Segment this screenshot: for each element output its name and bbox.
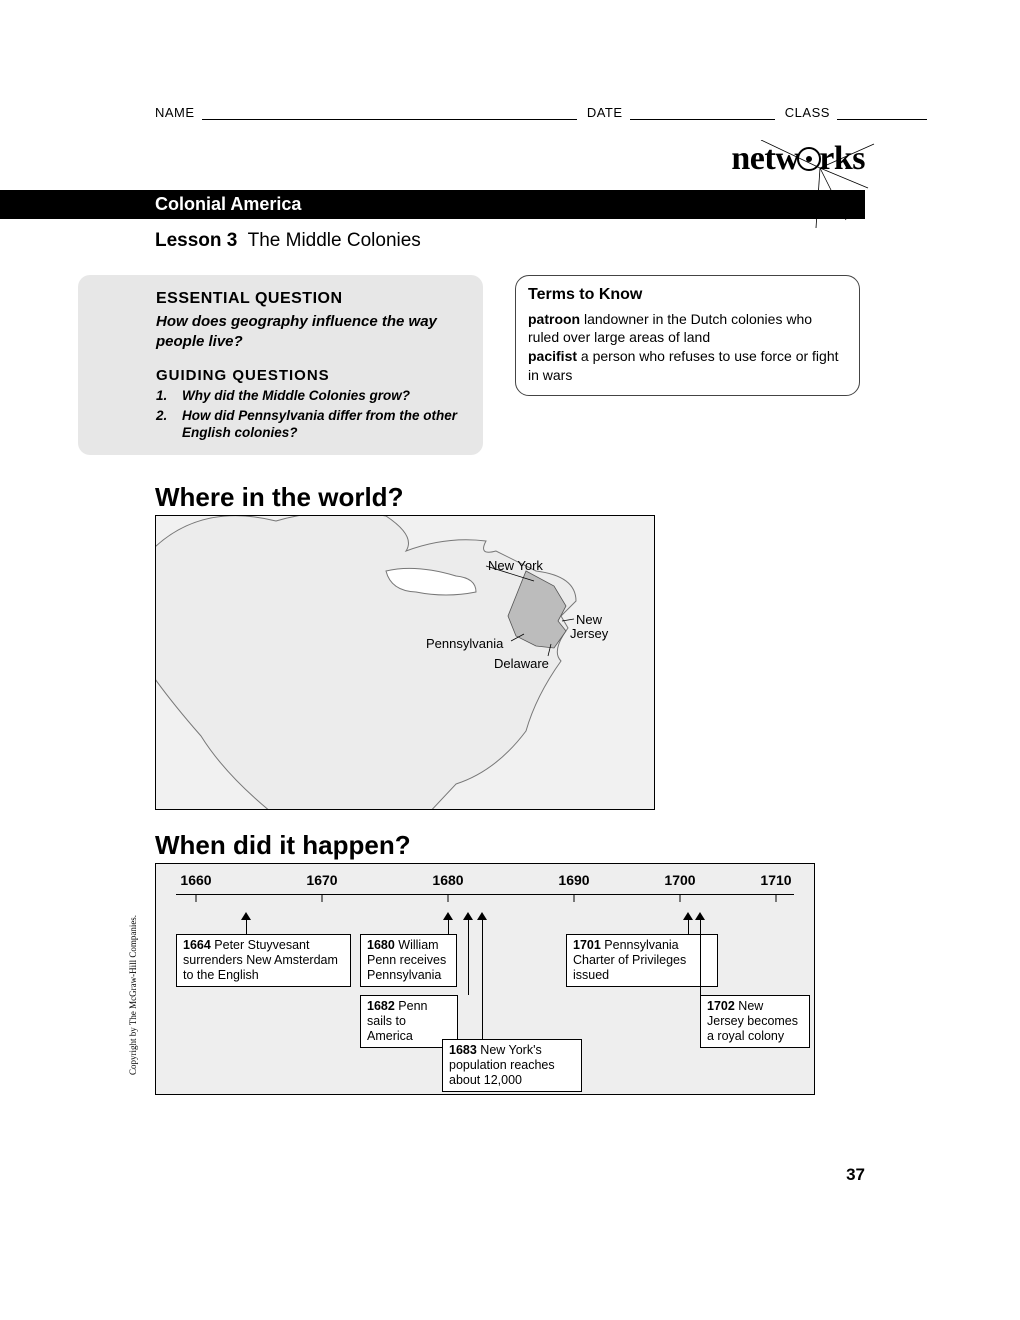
questions-box: ESSENTIAL QUESTION How does geography in… xyxy=(78,275,483,455)
timeline-event-year: 1683 xyxy=(449,1043,477,1057)
timeline-event: 1680 William Penn receives Pennsylvania xyxy=(360,934,457,987)
timeline-event-year: 1702 xyxy=(707,999,735,1013)
networks-logo: netwrks xyxy=(731,140,865,178)
term-entry: pacifist a person who refuses to use for… xyxy=(528,347,847,385)
timeline-connector xyxy=(700,920,701,995)
chapter-title-bar: Colonial America xyxy=(0,190,865,219)
timeline-year: 1690 xyxy=(558,872,589,888)
essential-question-heading: ESSENTIAL QUESTION xyxy=(156,290,463,308)
map-label: Pennsylvania xyxy=(426,636,503,651)
timeline-tick xyxy=(448,894,449,902)
timeline-event: 1664 Peter Stuyvesant surrenders New Ams… xyxy=(176,934,351,987)
timeline-event-year: 1664 xyxy=(183,938,211,952)
name-label: NAME xyxy=(155,105,195,120)
timeline-arrow-icon xyxy=(241,912,251,920)
timeline-connector xyxy=(468,920,469,995)
class-label: CLASS xyxy=(785,105,830,120)
timeline-year: 1710 xyxy=(760,872,791,888)
timeline-year: 1680 xyxy=(432,872,463,888)
logo-text-right: rks xyxy=(819,140,865,177)
timeline-arrow-icon xyxy=(683,912,693,920)
map-box: New York New Jersey Pennsylvania Delawar… xyxy=(155,515,655,810)
timeline-arrow-icon xyxy=(695,912,705,920)
guiding-question-text: Why did the Middle Colonies grow? xyxy=(182,388,410,403)
section-when-heading: When did it happen? xyxy=(155,830,411,861)
timeline-connector xyxy=(482,920,483,1039)
timeline-event-year: 1682 xyxy=(367,999,395,1013)
timeline-tick xyxy=(574,894,575,902)
timeline-arrow-icon xyxy=(443,912,453,920)
timeline-connector xyxy=(688,920,689,934)
guiding-questions-heading: GUIDING QUESTIONS xyxy=(156,367,463,384)
name-line[interactable] xyxy=(202,106,577,120)
timeline-axis xyxy=(176,894,794,895)
map-label: New York xyxy=(488,558,543,573)
timeline-connector xyxy=(448,920,449,934)
timeline-event: 1683 New York's population reaches about… xyxy=(442,1039,582,1092)
timeline-arrow-icon xyxy=(477,912,487,920)
lesson-heading: Lesson 3 The Middle Colonies xyxy=(155,230,421,252)
guiding-questions-list: 1.Why did the Middle Colonies grow? 2.Ho… xyxy=(156,388,463,442)
map-label: New xyxy=(576,612,602,627)
terms-box: Terms to Know patroon landowner in the D… xyxy=(515,275,860,396)
lesson-title: The Middle Colonies xyxy=(248,230,421,251)
guiding-question-item: 2.How did Pennsylvania differ from the o… xyxy=(156,408,463,442)
date-line[interactable] xyxy=(630,106,775,120)
map-label: Jersey xyxy=(570,626,608,641)
map-label: Delaware xyxy=(494,656,549,671)
timeline-year: 1660 xyxy=(180,872,211,888)
copyright-text: Copyright by The McGraw-Hill Companies. xyxy=(128,915,138,1075)
lesson-number: Lesson 3 xyxy=(155,230,237,251)
timeline-year: 1700 xyxy=(664,872,695,888)
guiding-question-text: How did Pennsylvania differ from the oth… xyxy=(182,408,457,440)
timeline-event-year: 1680 xyxy=(367,938,395,952)
timeline-year: 1670 xyxy=(306,872,337,888)
term-word: patroon xyxy=(528,311,580,327)
guiding-question-item: 1.Why did the Middle Colonies grow? xyxy=(156,388,463,405)
term-entry: patroon landowner in the Dutch colonies … xyxy=(528,310,847,348)
timeline-connector xyxy=(246,920,247,934)
logo-text-left: netw xyxy=(731,140,799,177)
timeline-tick xyxy=(680,894,681,902)
term-word: pacifist xyxy=(528,348,577,364)
header-fields: NAME DATE CLASS xyxy=(155,105,933,120)
map-svg xyxy=(156,516,655,810)
section-where-heading: Where in the world? xyxy=(155,482,403,513)
logo-o-icon xyxy=(797,147,821,171)
timeline-tick xyxy=(776,894,777,902)
class-line[interactable] xyxy=(837,106,927,120)
timeline-box: 1660 1670 1680 1690 1700 1710 1664 Peter Stuyv… xyxy=(155,863,815,1095)
timeline-tick xyxy=(196,894,197,902)
page-number: 37 xyxy=(846,1165,865,1185)
timeline-event: 1701 Pennsylvania Charter of Privileges … xyxy=(566,934,718,987)
worksheet-page: NAME DATE CLASS netwrks Colonial America… xyxy=(0,0,1020,1320)
terms-heading: Terms to Know xyxy=(528,284,847,306)
date-label: DATE xyxy=(587,105,623,120)
timeline-event-year: 1701 xyxy=(573,938,601,952)
essential-question-text: How does geography influence the way peo… xyxy=(156,312,463,351)
timeline-tick xyxy=(322,894,323,902)
timeline-event: 1702 New Jersey becomes a royal colony xyxy=(700,995,810,1048)
chapter-title: Colonial America xyxy=(155,194,301,214)
timeline-arrow-icon xyxy=(463,912,473,920)
